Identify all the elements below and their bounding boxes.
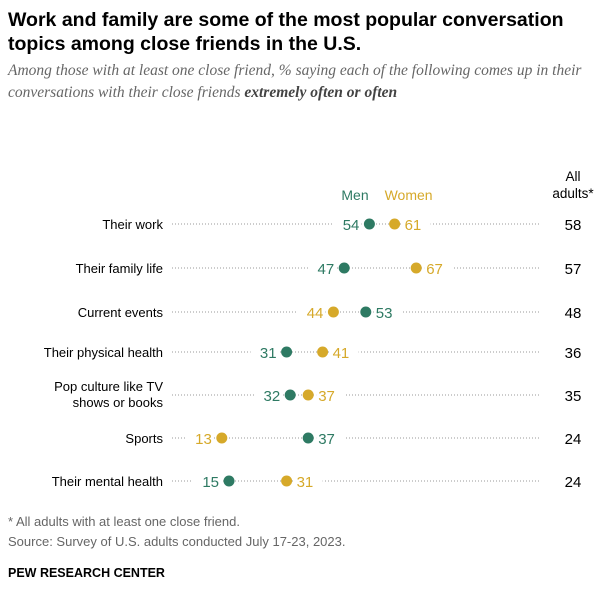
label-bg: [308, 259, 337, 277]
value-label-men: 37: [318, 431, 335, 448]
value-label-women: 37: [318, 388, 335, 405]
dot-women: [410, 262, 422, 274]
chart-title: Work and family are some of the most pop…: [8, 9, 564, 55]
value-label-women: 41: [333, 345, 350, 362]
label-bg: [424, 259, 453, 277]
pew-logo: PEW RESEARCH CENTER: [8, 566, 165, 580]
value-label-men: 32: [264, 388, 281, 405]
label-bg: [330, 343, 359, 361]
dot-men: [302, 432, 314, 444]
label-bg: [551, 343, 591, 361]
category-label: Pop culture like TV: [54, 379, 163, 394]
label-bg: [402, 215, 431, 233]
total-value: 36: [565, 345, 582, 362]
dot-men: [284, 389, 296, 401]
category-label: Sports: [125, 431, 163, 446]
label-bg: [193, 472, 221, 490]
total-value: 58: [565, 217, 582, 234]
total-value: 35: [565, 388, 582, 405]
source: Source: Survey of U.S. adults conducted …: [8, 534, 346, 549]
dot-men: [360, 306, 372, 318]
label-bg: [551, 386, 591, 404]
dot-men: [363, 218, 375, 230]
dot-women: [302, 389, 314, 401]
value-label-women: 67: [426, 261, 443, 278]
value-label-women: 44: [307, 305, 324, 322]
subtitle-emphasis: extremely often or often: [244, 84, 398, 101]
label-bg: [551, 303, 591, 321]
category-label: shows or books: [73, 395, 164, 410]
label-bg: [316, 386, 345, 404]
category-label: Their physical health: [44, 345, 163, 360]
dot-women: [389, 218, 401, 230]
label-bg: [551, 429, 591, 447]
value-label-men: 15: [202, 474, 219, 491]
label-bg: [551, 215, 591, 233]
total-value: 24: [565, 431, 582, 448]
value-label-men: 31: [260, 345, 277, 362]
value-label-women: 61: [405, 217, 422, 234]
footnote: * All adults with at least one close fri…: [8, 514, 240, 529]
chart-subtitle: Among those with at least one close frie…: [8, 60, 593, 104]
dot-women: [216, 432, 228, 444]
value-label-men: 53: [376, 305, 393, 322]
dot-men: [281, 346, 293, 358]
total-value: 48: [565, 305, 582, 322]
value-label-men: 54: [343, 217, 360, 234]
dot-men: [223, 475, 235, 487]
total-value: 24: [565, 474, 582, 491]
legend-men: Men: [341, 187, 368, 203]
label-bg: [185, 429, 214, 447]
dot-women: [327, 306, 339, 318]
label-bg: [294, 472, 323, 490]
value-label-women: 13: [195, 431, 212, 448]
dot-women: [281, 475, 293, 487]
dot-women: [317, 346, 329, 358]
label-bg: [551, 259, 591, 277]
dot-men: [338, 262, 350, 274]
category-label: Their mental health: [52, 474, 163, 489]
total-value: 57: [565, 261, 582, 278]
label-bg: [254, 386, 283, 404]
label-bg: [316, 429, 345, 447]
total-header: adults*: [552, 186, 594, 201]
label-bg: [333, 215, 362, 233]
label-bg: [297, 303, 326, 321]
total-header: All: [565, 169, 580, 184]
category-label: Their work: [102, 217, 163, 232]
legend-women: Women: [385, 187, 433, 203]
label-bg: [373, 303, 402, 321]
value-label-men: 47: [318, 261, 335, 278]
label-bg: [250, 343, 279, 361]
value-label-women: 31: [297, 474, 314, 491]
subtitle-text: Among those with at least one close frie…: [8, 62, 582, 101]
label-bg: [551, 472, 591, 490]
category-label: Their family life: [76, 261, 163, 276]
category-label: Current events: [78, 305, 164, 320]
